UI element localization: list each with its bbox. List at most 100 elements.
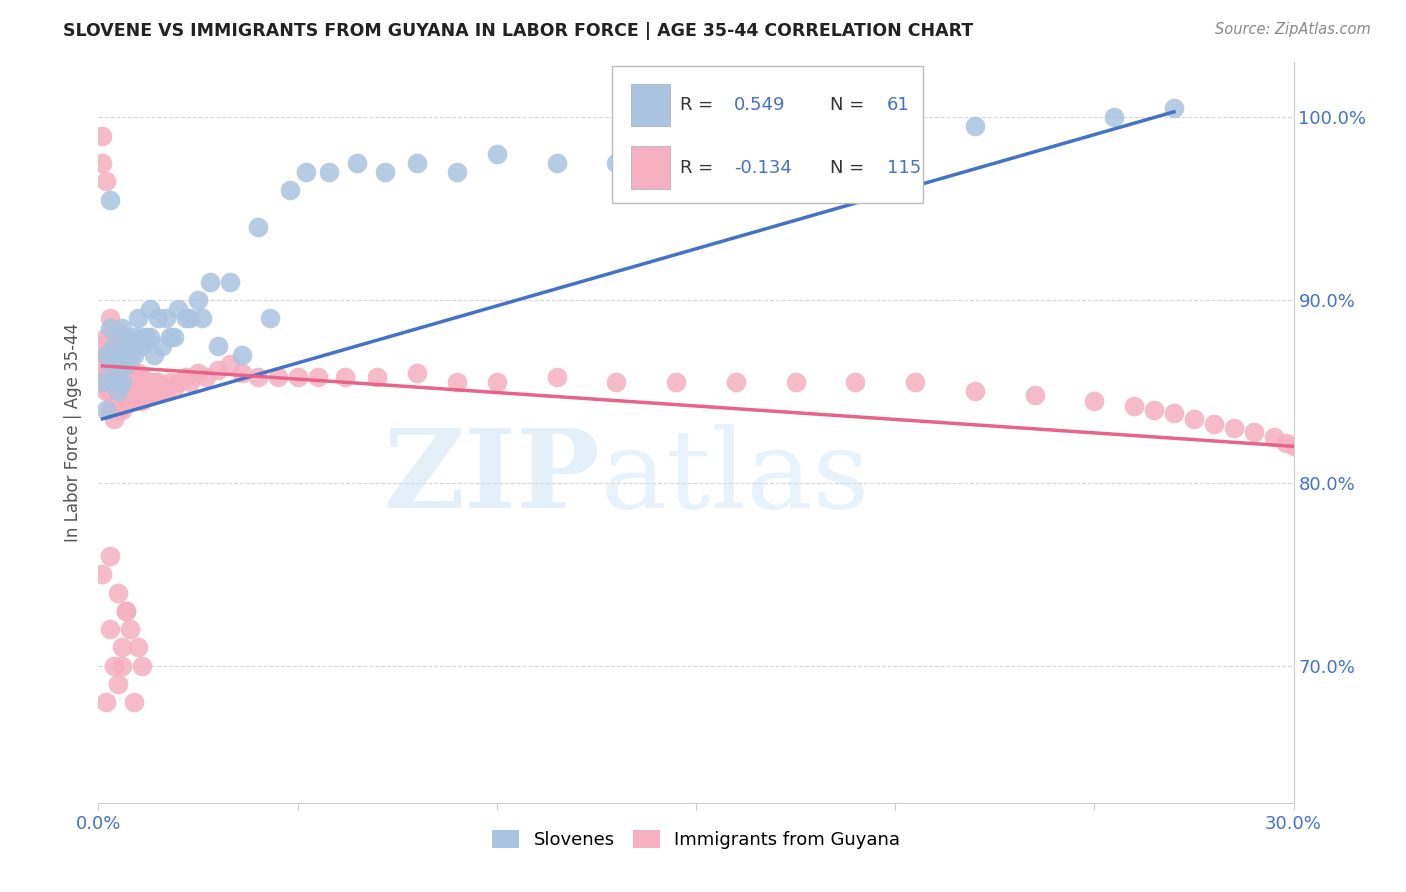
Point xyxy=(115,348,138,362)
Point xyxy=(111,348,134,362)
Point xyxy=(111,360,134,375)
Point xyxy=(111,402,134,417)
Point xyxy=(307,369,329,384)
Point xyxy=(485,146,508,161)
Point xyxy=(150,384,173,399)
Point xyxy=(179,376,201,390)
Point xyxy=(246,219,269,234)
Point xyxy=(115,604,138,618)
Point xyxy=(124,348,146,362)
Point xyxy=(155,311,177,326)
Point xyxy=(1163,101,1185,115)
Point xyxy=(139,329,162,343)
FancyBboxPatch shape xyxy=(631,84,669,127)
Point xyxy=(96,376,118,390)
Point xyxy=(103,658,125,673)
Point xyxy=(131,369,153,384)
Point xyxy=(96,384,118,399)
Point xyxy=(111,658,134,673)
Text: ZIP: ZIP xyxy=(384,424,600,531)
Point xyxy=(115,357,138,371)
Point xyxy=(179,311,201,326)
Text: N =: N = xyxy=(830,159,870,177)
Point xyxy=(111,376,134,390)
Point xyxy=(107,402,129,417)
Point xyxy=(167,376,190,390)
Point xyxy=(96,366,118,380)
Point xyxy=(98,357,122,371)
Point xyxy=(1223,421,1246,435)
Point xyxy=(219,275,242,289)
Point xyxy=(103,357,125,371)
Point xyxy=(120,379,142,393)
Point xyxy=(485,376,508,390)
Point xyxy=(278,183,301,197)
Point xyxy=(124,393,146,408)
Point xyxy=(198,275,221,289)
Text: 115: 115 xyxy=(887,159,921,177)
Point xyxy=(318,165,340,179)
Point xyxy=(107,357,129,371)
Point xyxy=(1182,412,1205,426)
Point xyxy=(115,357,138,371)
Point xyxy=(167,302,190,317)
Point xyxy=(155,381,177,395)
Text: Source: ZipAtlas.com: Source: ZipAtlas.com xyxy=(1215,22,1371,37)
Point xyxy=(115,393,138,408)
Point xyxy=(219,357,242,371)
Point xyxy=(124,695,146,709)
Point xyxy=(724,376,747,390)
Point xyxy=(135,376,157,390)
Point xyxy=(148,376,170,390)
Legend: Slovenes, Immigrants from Guyana: Slovenes, Immigrants from Guyana xyxy=(492,830,900,849)
Point xyxy=(143,388,166,402)
Point xyxy=(120,622,142,636)
Point xyxy=(374,165,396,179)
Point xyxy=(148,384,170,399)
Point xyxy=(98,339,122,353)
Point xyxy=(1274,435,1296,450)
Point xyxy=(91,128,114,143)
Point xyxy=(115,381,138,395)
Point xyxy=(135,329,157,343)
Point xyxy=(150,339,173,353)
Text: R =: R = xyxy=(681,159,720,177)
Point xyxy=(98,311,122,326)
Point xyxy=(107,348,129,362)
Point xyxy=(107,366,129,380)
Point xyxy=(294,165,316,179)
Point xyxy=(96,695,118,709)
Point xyxy=(107,343,129,357)
Point xyxy=(131,393,153,408)
Point xyxy=(963,384,986,399)
Point xyxy=(187,293,209,307)
Point xyxy=(91,376,114,390)
Text: -0.134: -0.134 xyxy=(734,159,792,177)
Point xyxy=(131,329,153,343)
Point xyxy=(231,366,253,380)
Point xyxy=(98,402,122,417)
Point xyxy=(115,604,138,618)
Point xyxy=(366,369,388,384)
Point xyxy=(127,388,149,402)
Point xyxy=(1282,439,1305,453)
Point xyxy=(246,369,269,384)
Point xyxy=(139,376,162,390)
Point xyxy=(124,381,146,395)
Point xyxy=(91,567,114,582)
Point xyxy=(98,320,122,334)
Y-axis label: In Labor Force | Age 35-44: In Labor Force | Age 35-44 xyxy=(65,323,83,542)
Point xyxy=(346,156,368,170)
Point xyxy=(704,137,727,152)
Point xyxy=(446,376,468,390)
Point xyxy=(98,622,122,636)
Point xyxy=(904,376,927,390)
Point xyxy=(207,362,229,376)
Point xyxy=(91,339,114,353)
Point xyxy=(115,369,138,384)
Point xyxy=(111,376,134,390)
Point xyxy=(1143,402,1166,417)
Point xyxy=(1083,393,1105,408)
Point xyxy=(174,311,197,326)
Point xyxy=(406,366,429,380)
